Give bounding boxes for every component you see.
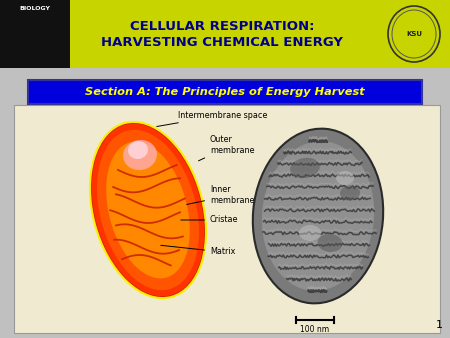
Text: CELLULAR RESPIRATION:: CELLULAR RESPIRATION: [130,20,314,32]
Bar [0,0,70,68]
Bar [0,68,450,338]
Ellipse shape [123,140,157,170]
Ellipse shape [318,234,342,252]
Text: Section A: The Principles of Energy Harvest: Section A: The Principles of Energy Harv… [85,87,365,97]
Bar [14,105,440,333]
Ellipse shape [299,225,321,241]
Text: 1: 1 [436,320,443,330]
Text: Outer
membrane: Outer membrane [198,135,255,161]
Ellipse shape [128,141,148,159]
Text: HARVESTING CHEMICAL ENERGY: HARVESTING CHEMICAL ENERGY [101,37,343,49]
Bar [0,0,450,68]
Text: Inner
membrane: Inner membrane [187,185,255,205]
Ellipse shape [336,171,354,185]
Text: KSU: KSU [406,31,422,37]
Text: Cristae: Cristae [181,216,238,224]
Text: 100 nm: 100 nm [301,325,329,334]
Ellipse shape [290,158,320,178]
Ellipse shape [262,141,374,291]
Bar [378,0,450,68]
Text: Intermembrane space: Intermembrane space [157,111,267,126]
Ellipse shape [340,186,360,200]
Ellipse shape [253,129,383,303]
Text: BIOLOGY: BIOLOGY [19,6,50,11]
Ellipse shape [106,142,190,279]
Ellipse shape [91,123,205,297]
Text: Matrix: Matrix [161,245,235,257]
Ellipse shape [97,130,199,290]
Bar [28,80,422,104]
